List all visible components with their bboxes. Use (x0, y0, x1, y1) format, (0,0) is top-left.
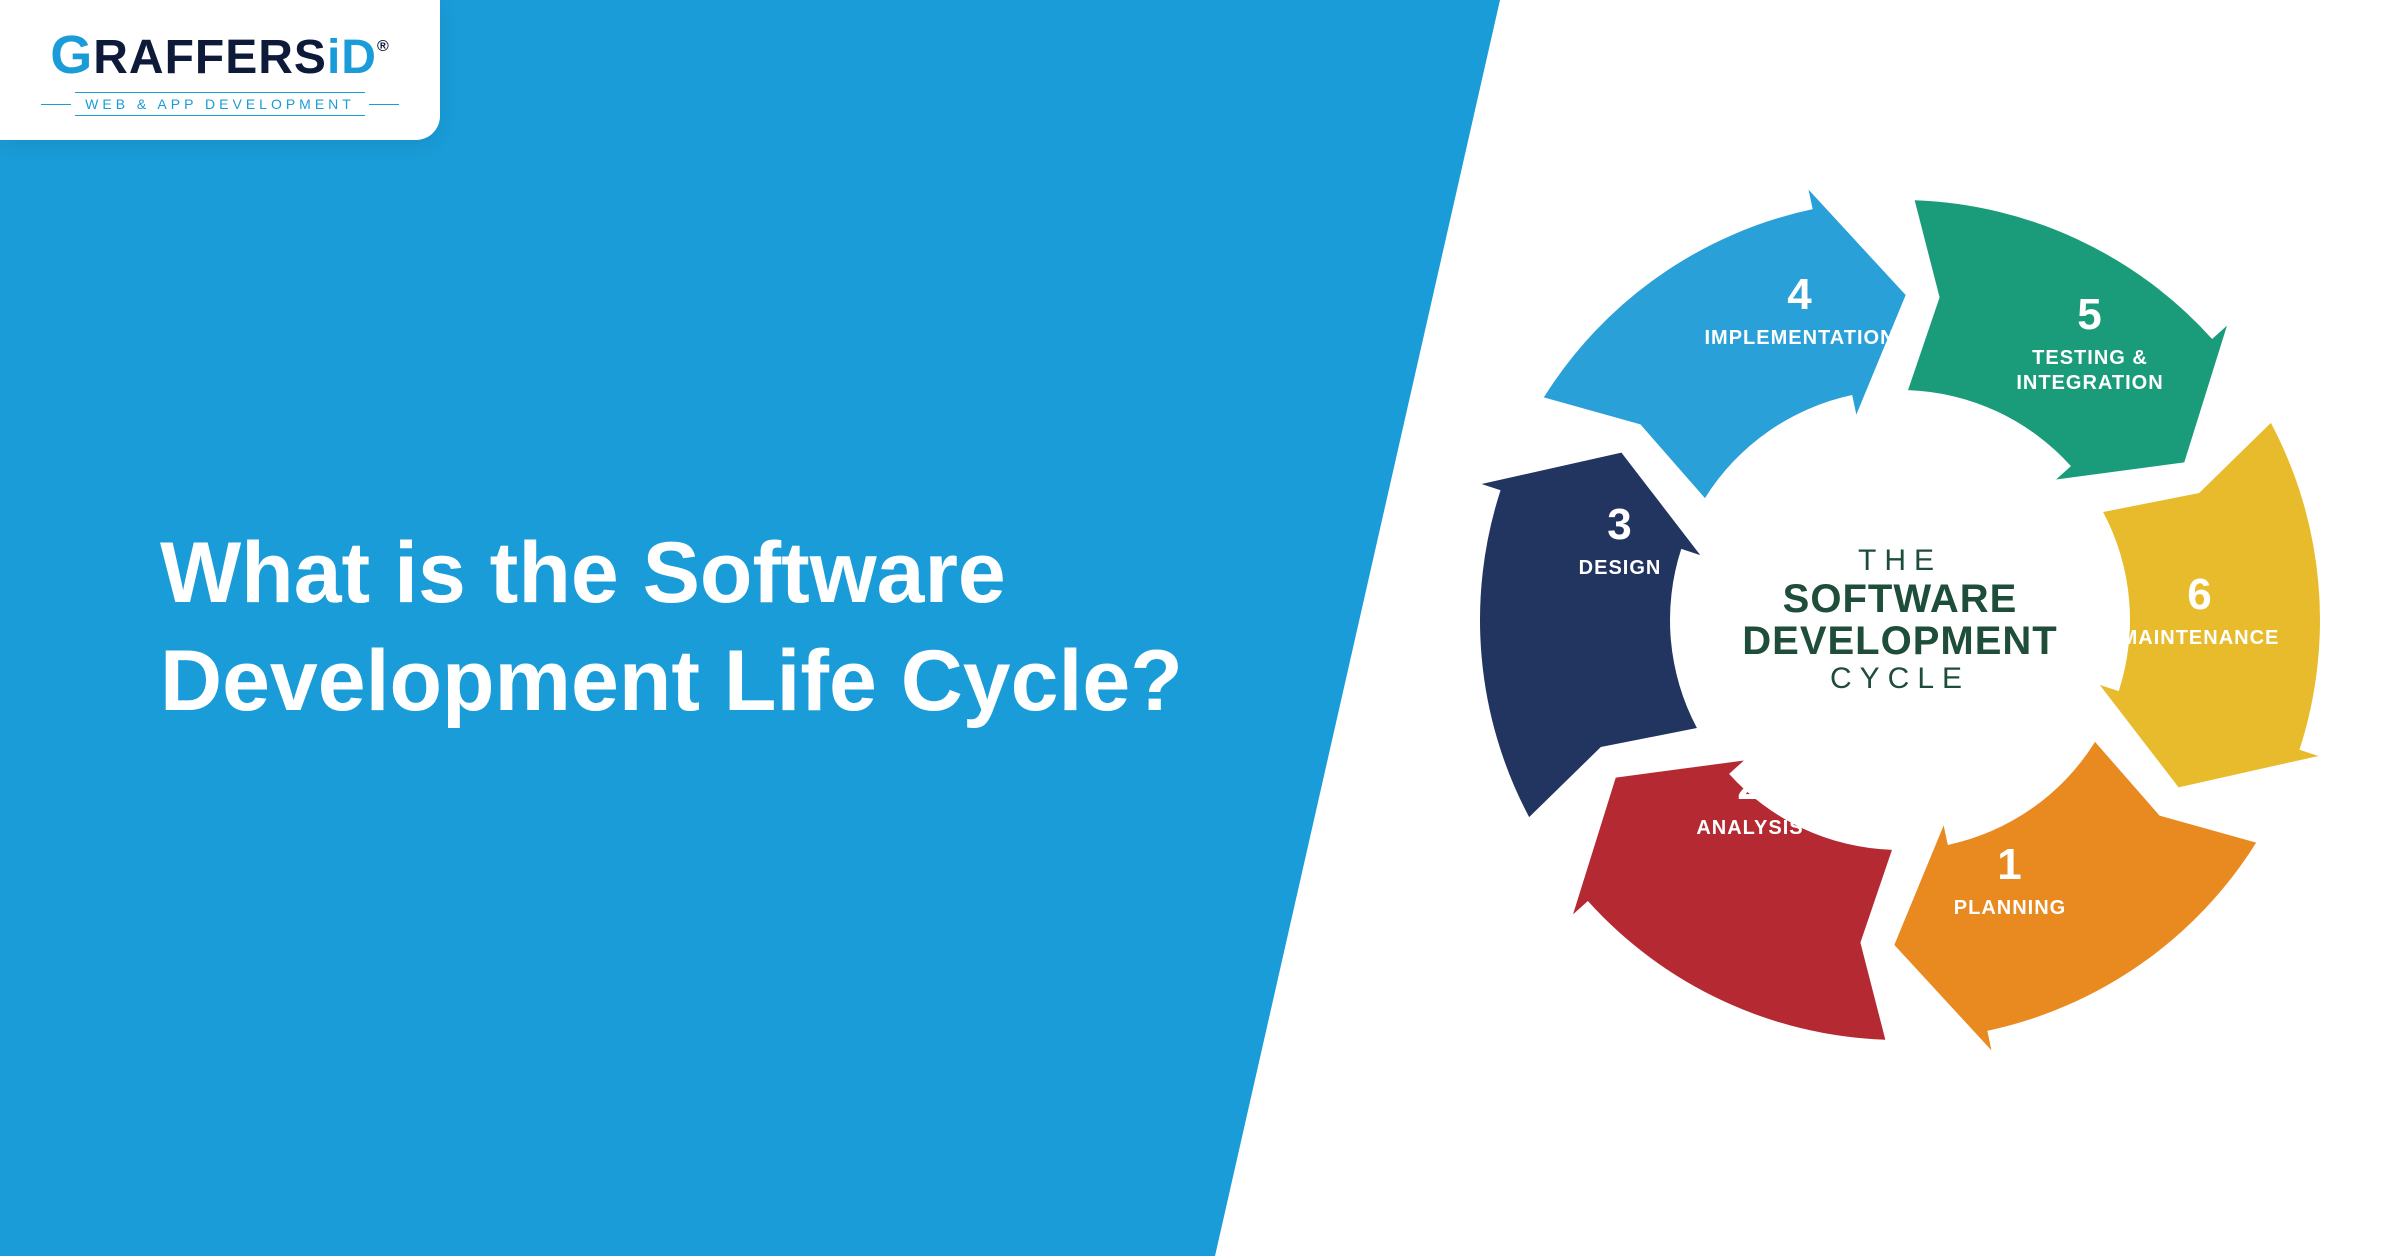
logo-text: G RAFFERS iD ® (50, 24, 389, 86)
logo-letter-g: G (50, 24, 93, 86)
cycle-segment-number: 2 (1650, 760, 1850, 810)
cycle-segment-text: ANALYSIS (1696, 817, 1803, 839)
cycle-segment-text: TESTING & INTEGRATION (2016, 347, 2163, 394)
center-dev: DEVELOPMENT (1742, 620, 2057, 662)
cycle-segment-text: DESIGN (1579, 557, 1662, 579)
logo-tagline: WEB & APP DEVELOPMENT (75, 92, 365, 116)
logo-badge: G RAFFERS iD ® WEB & APP DEVELOPMENT (0, 0, 440, 140)
cycle-label-1: 1 PLANNING (1910, 840, 2110, 921)
cycle-center-title: THE SOFTWARE DEVELOPMENT CYCLE (1742, 544, 2057, 696)
logo-mid: RAFFERS (93, 30, 327, 85)
cycle-segment-number: 4 (1700, 270, 1900, 320)
sdlc-cycle-diagram: THE SOFTWARE DEVELOPMENT CYCLE 1 PLANNING… (1460, 180, 2340, 1060)
cycle-segment-text: PLANNING (1954, 897, 2066, 919)
center-soft: SOFTWARE (1742, 578, 2057, 620)
cycle-segment-number: 3 (1520, 500, 1720, 550)
page-title: What is the Software Development Life Cy… (160, 520, 1260, 735)
cycle-segment-number: 6 (2100, 570, 2300, 620)
logo-id: iD (327, 30, 377, 85)
cycle-segment-number: 1 (1910, 840, 2110, 890)
cycle-label-6: 6 MAINTENANCE (2100, 570, 2300, 651)
cycle-label-3: 3 DESIGN (1520, 500, 1720, 581)
cycle-label-2: 2 ANALYSIS (1650, 760, 1850, 841)
center-cycle: CYCLE (1742, 662, 2057, 696)
cycle-segment-number: 5 (1990, 290, 2190, 340)
cycle-label-4: 4 IMPLEMENTATION (1700, 270, 1900, 351)
cycle-segment-text: MAINTENANCE (2121, 627, 2280, 649)
cycle-label-5: 5 TESTING & INTEGRATION (1990, 290, 2190, 396)
registered-mark: ® (377, 38, 390, 56)
center-the: THE (1742, 544, 2057, 578)
cycle-segment-text: IMPLEMENTATION (1704, 327, 1895, 349)
